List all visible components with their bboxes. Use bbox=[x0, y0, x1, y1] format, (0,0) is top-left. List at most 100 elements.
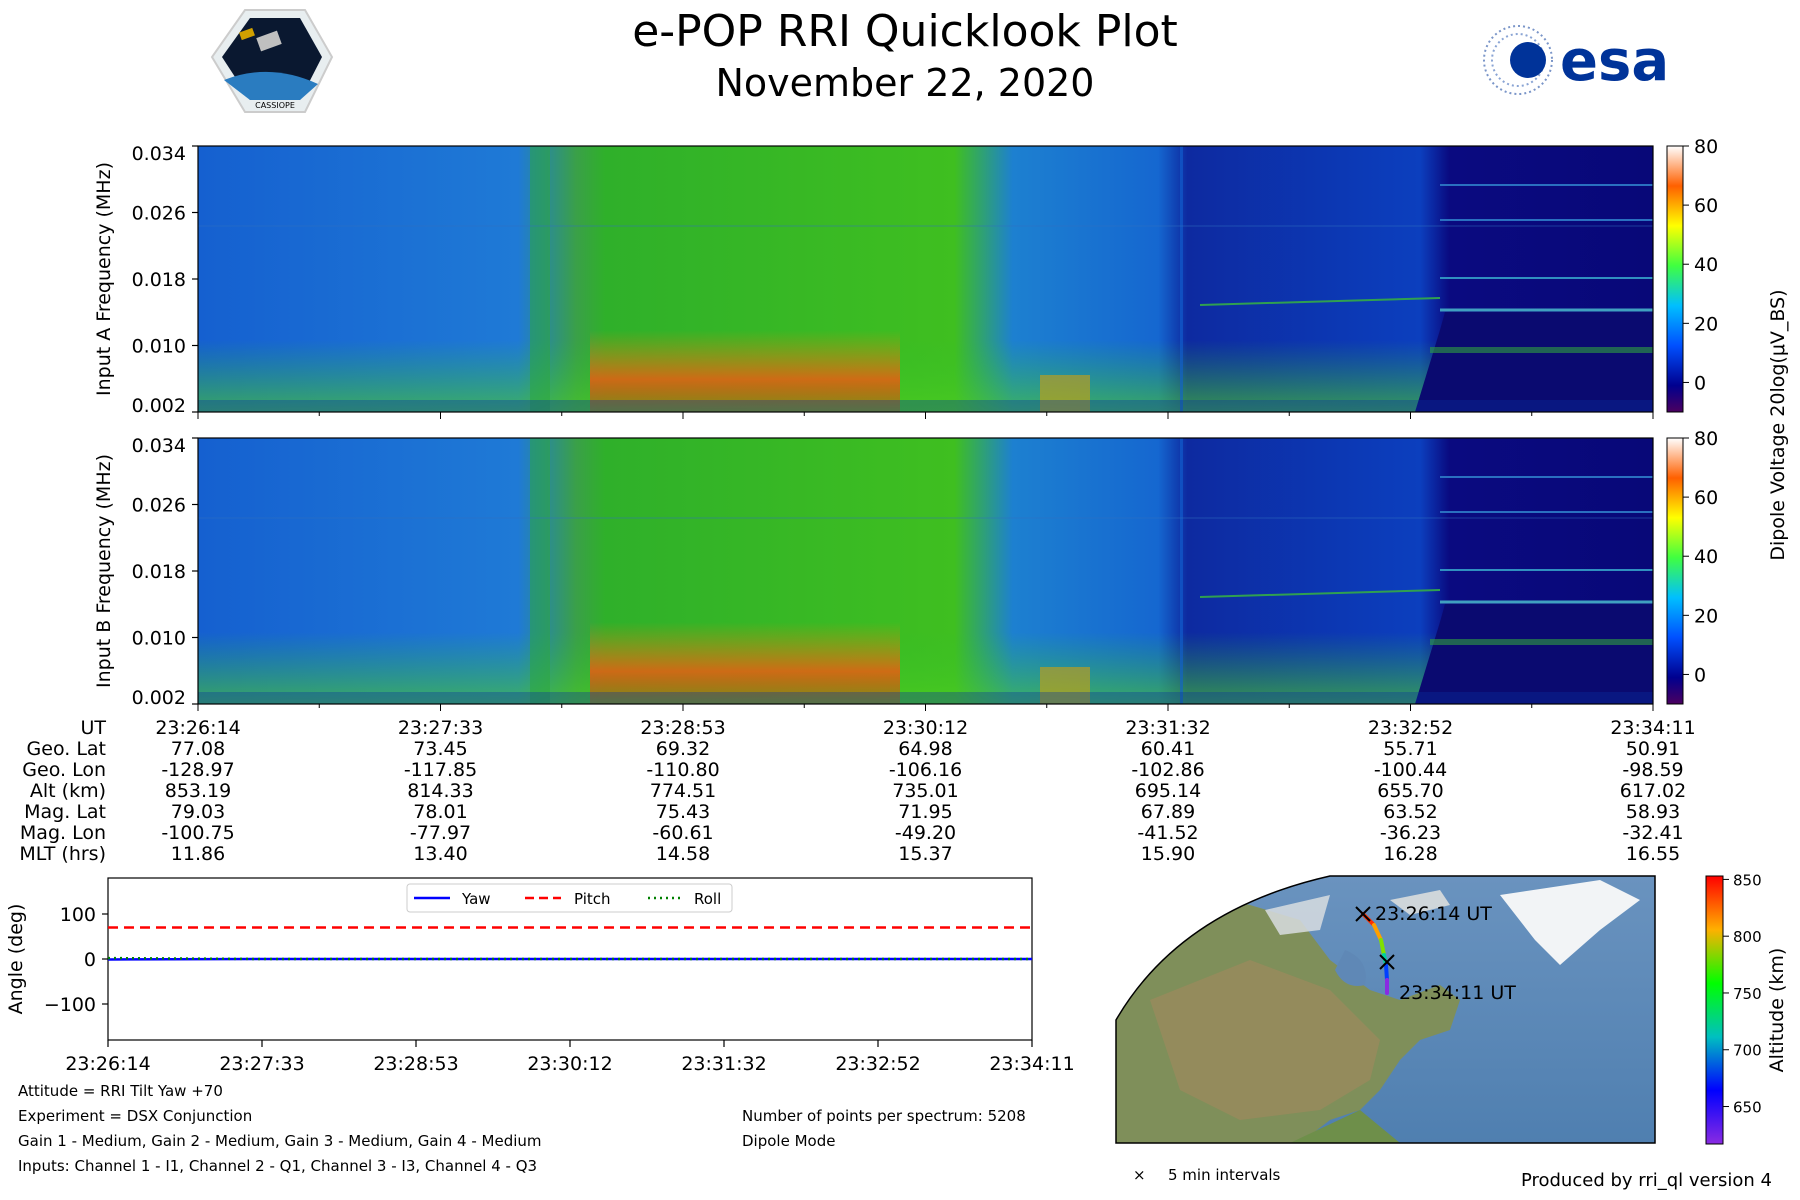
spectrogram-b-ytick-label: 0.026 bbox=[132, 495, 186, 517]
ephemeris-cell: 55.71 bbox=[1383, 738, 1437, 760]
ephemeris-row-label: Mag. Lon bbox=[20, 822, 106, 844]
produced-by: Produced by rri_ql version 4 bbox=[1520, 1170, 1772, 1191]
ephemeris-cell: 695.14 bbox=[1135, 780, 1201, 802]
voltage-colorbar-label: Dipole Voltage 20log(μV_BS) bbox=[1767, 289, 1789, 560]
ephemeris-cell: -32.41 bbox=[1622, 822, 1683, 844]
spectrogram-a-ytick-label: 0.002 bbox=[132, 395, 186, 417]
esa-logo-text: esa bbox=[1560, 29, 1669, 94]
ephemeris-cell: 50.91 bbox=[1626, 738, 1680, 760]
track-legend-marker: × bbox=[1133, 1166, 1146, 1184]
ephemeris-cell: -100.75 bbox=[161, 822, 234, 844]
ephemeris-cell: -102.86 bbox=[1131, 759, 1204, 781]
colorbar-tick-label: 0 bbox=[1694, 664, 1706, 686]
ephemeris-cell: 73.45 bbox=[413, 738, 467, 760]
ephemeris-cell: 69.32 bbox=[656, 738, 710, 760]
altitude-tick-label: 650 bbox=[1733, 1099, 1762, 1117]
altitude-tick-label: 800 bbox=[1733, 928, 1762, 946]
spectrogram-b-yticks: 0.002 0.010 0.018 0.026 0.034 bbox=[132, 435, 198, 709]
spectrogram-a-ylabel: Input A Frequency (MHz) bbox=[93, 162, 115, 396]
spectrogram-b-ytick-label: 0.034 bbox=[132, 435, 186, 457]
ephemeris-cell: 60.41 bbox=[1141, 738, 1195, 760]
ephemeris-cell: 23:31:32 bbox=[1125, 717, 1210, 739]
track-interval-marker bbox=[1379, 954, 1395, 970]
spectrogram-input-a bbox=[197, 145, 1654, 413]
attitude-xtick-label: 23:32:52 bbox=[835, 1053, 920, 1075]
ephemeris-cell: 814.33 bbox=[407, 780, 473, 802]
ephemeris-cell: 79.03 bbox=[171, 801, 225, 823]
spectrogram-xticks bbox=[197, 412, 1654, 711]
colorbar-tick-label: 60 bbox=[1694, 487, 1718, 509]
ephemeris-cell: -41.52 bbox=[1137, 822, 1198, 844]
spectrogram-b-ytick-label: 0.018 bbox=[132, 561, 186, 583]
altitude-tick-label: 850 bbox=[1733, 871, 1762, 889]
legend-yaw-label: Yaw bbox=[461, 890, 491, 908]
ephemeris-row-label: Geo. Lat bbox=[27, 738, 106, 760]
attitude-ylabel: Angle (deg) bbox=[5, 904, 27, 1015]
spectrogram-b-ytick-label: 0.002 bbox=[132, 687, 186, 709]
ephemeris-cell: 774.51 bbox=[650, 780, 716, 802]
spectrogram-b-ytick-label: 0.010 bbox=[132, 628, 186, 650]
colorbar-tick-label: 40 bbox=[1694, 546, 1718, 568]
ephemeris-cell: 13.40 bbox=[413, 843, 467, 865]
ephemeris-cell: 735.01 bbox=[892, 780, 958, 802]
figure-subtitle: November 22, 2020 bbox=[716, 61, 1095, 105]
ephemeris-cell: 71.95 bbox=[898, 801, 952, 823]
spectrogram-b-ylabel: Input B Frequency (MHz) bbox=[93, 454, 115, 688]
ephemeris-cell: 15.37 bbox=[898, 843, 952, 865]
ephemeris-cell: 23:28:53 bbox=[640, 717, 725, 739]
spectrogram-a-ytick-label: 0.010 bbox=[132, 336, 186, 358]
ephemeris-cell: 853.19 bbox=[165, 780, 231, 802]
ephemeris-cell: 77.08 bbox=[171, 738, 225, 760]
ephemeris-cell: 23:27:33 bbox=[398, 717, 483, 739]
ephemeris-cell: 15.90 bbox=[1141, 843, 1195, 865]
experiment-info: Attitude = RRI Tilt Yaw +70 Experiment =… bbox=[18, 1082, 1026, 1175]
ephemeris-cell: 67.89 bbox=[1141, 801, 1195, 823]
info-experiment: Experiment = DSX Conjunction bbox=[18, 1107, 252, 1125]
colorbar-tick-label: 20 bbox=[1694, 605, 1718, 627]
attitude-legend: Yaw Pitch Roll bbox=[406, 883, 733, 913]
track-segment bbox=[1384, 963, 1389, 982]
ephemeris-cell: 16.28 bbox=[1383, 843, 1437, 865]
ephemeris-cell: -106.16 bbox=[889, 759, 962, 781]
ephemeris-cell: -36.23 bbox=[1380, 822, 1441, 844]
colorbar-input-a: 0 20 40 60 80 bbox=[1666, 136, 1718, 413]
ephemeris-cell: 64.98 bbox=[898, 738, 952, 760]
ephemeris-cell: 58.93 bbox=[1626, 801, 1680, 823]
ephemeris-cell: 63.52 bbox=[1383, 801, 1437, 823]
spectrogram-a-ytick-label: 0.026 bbox=[132, 203, 186, 225]
track-end-label: 23:34:11 UT bbox=[1399, 982, 1516, 1004]
spectrogram-a-ytick-label: 0.034 bbox=[132, 143, 186, 165]
info-attitude: Attitude = RRI Tilt Yaw +70 bbox=[18, 1082, 223, 1100]
attitude-roll-line bbox=[107, 956, 1032, 961]
ephemeris-cell: 75.43 bbox=[656, 801, 710, 823]
ephemeris-cell: -60.61 bbox=[652, 822, 713, 844]
ephemeris-cell: 78.01 bbox=[413, 801, 467, 823]
ephemeris-row-label: MLT (hrs) bbox=[19, 843, 106, 865]
attitude-xtick-label: 23:34:11 bbox=[989, 1053, 1074, 1075]
ephemeris-row-label: Alt (km) bbox=[30, 780, 106, 802]
colorbar-tick-label: 20 bbox=[1694, 313, 1718, 335]
attitude-xtick-label: 23:30:12 bbox=[527, 1053, 612, 1075]
ephemeris-row-label: Mag. Lat bbox=[24, 801, 106, 823]
ephemeris-cell: 14.58 bbox=[656, 843, 710, 865]
ephemeris-cell: 11.86 bbox=[171, 843, 225, 865]
ephemeris-cell: 617.02 bbox=[1620, 780, 1686, 802]
info-points: Number of points per spectrum: 5208 bbox=[742, 1107, 1026, 1125]
attitude-xtick-label: 23:27:33 bbox=[219, 1053, 304, 1075]
track-legend-label: 5 min intervals bbox=[1168, 1166, 1281, 1184]
ephemeris-cell: 655.70 bbox=[1377, 780, 1443, 802]
ephemeris-cell: 23:32:52 bbox=[1368, 717, 1453, 739]
colorbar-tick-label: 80 bbox=[1694, 428, 1718, 450]
altitude-tick-label: 750 bbox=[1733, 985, 1762, 1003]
altitude-colorbar: 650 700 750 800 850 Altitude (km) bbox=[1705, 871, 1788, 1145]
colorbar-tick-label: 80 bbox=[1694, 136, 1718, 158]
colorbar-input-b: 0 20 40 60 80 bbox=[1666, 428, 1718, 705]
ephemeris-cell: -49.20 bbox=[895, 822, 956, 844]
ephemeris-cell: 23:30:12 bbox=[883, 717, 968, 739]
track-segment bbox=[1372, 923, 1383, 942]
ephemeris-cell: -98.59 bbox=[1622, 759, 1683, 781]
ephemeris-cell: -77.97 bbox=[410, 822, 471, 844]
attitude-ytick-label: −100 bbox=[44, 994, 96, 1016]
info-inputs: Inputs: Channel 1 - I1, Channel 2 - Q1, … bbox=[18, 1157, 537, 1175]
